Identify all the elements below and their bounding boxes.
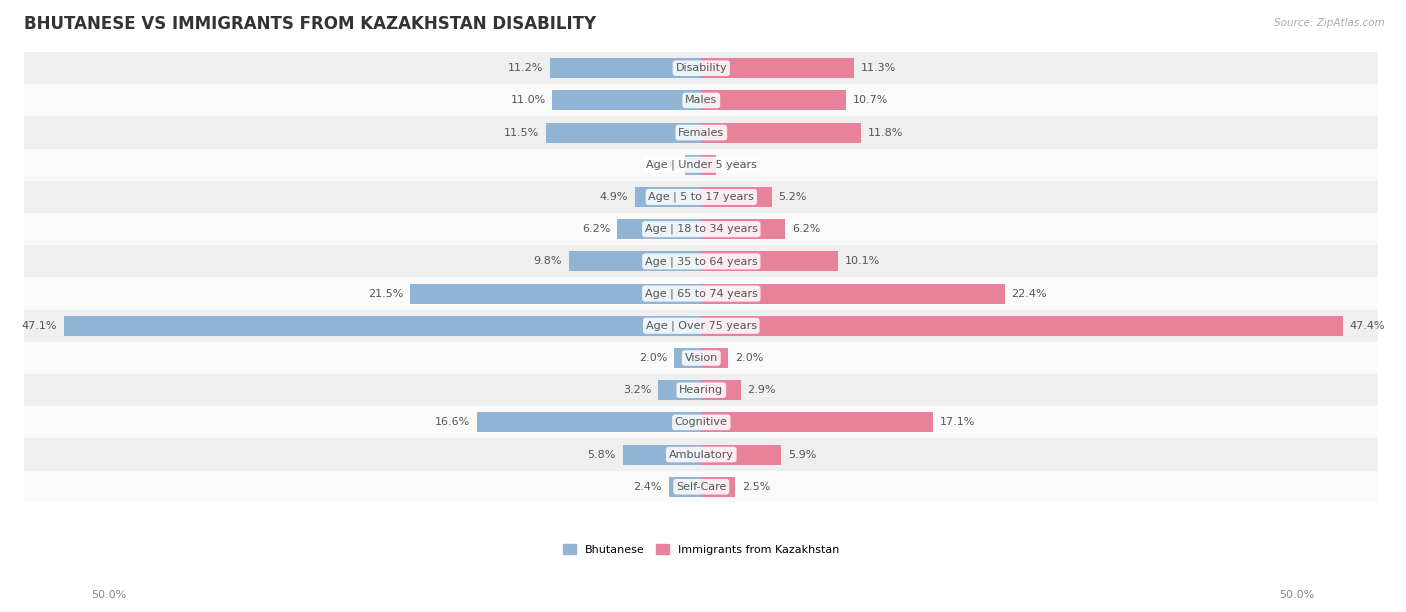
Bar <box>568 252 702 271</box>
Text: Age | Under 5 years: Age | Under 5 years <box>645 160 756 170</box>
Text: 3.2%: 3.2% <box>623 385 651 395</box>
Text: Disability: Disability <box>675 63 727 73</box>
Bar <box>702 444 782 465</box>
Bar <box>24 52 1378 84</box>
Bar <box>636 187 702 207</box>
Bar <box>24 342 1378 374</box>
Text: Age | 65 to 74 years: Age | 65 to 74 years <box>645 288 758 299</box>
Bar <box>24 374 1378 406</box>
Bar <box>24 213 1378 245</box>
Bar <box>702 316 1343 336</box>
Text: 50.0%: 50.0% <box>91 590 127 600</box>
Text: 2.9%: 2.9% <box>748 385 776 395</box>
Text: 2.0%: 2.0% <box>640 353 668 363</box>
Bar <box>685 155 702 175</box>
Bar <box>702 122 860 143</box>
Text: 5.9%: 5.9% <box>787 450 817 460</box>
Bar <box>411 283 702 304</box>
Bar <box>658 380 702 400</box>
Text: 10.7%: 10.7% <box>853 95 889 105</box>
Text: Source: ZipAtlas.com: Source: ZipAtlas.com <box>1274 18 1385 28</box>
Text: 11.3%: 11.3% <box>860 63 896 73</box>
Bar <box>24 438 1378 471</box>
Text: Cognitive: Cognitive <box>675 417 728 427</box>
Text: 10.1%: 10.1% <box>845 256 880 266</box>
Bar <box>24 471 1378 503</box>
Text: Age | 35 to 64 years: Age | 35 to 64 years <box>645 256 758 267</box>
Bar <box>702 58 855 78</box>
Text: Age | 18 to 34 years: Age | 18 to 34 years <box>645 224 758 234</box>
Text: Females: Females <box>678 127 724 138</box>
Text: 47.4%: 47.4% <box>1350 321 1385 330</box>
Text: 2.4%: 2.4% <box>634 482 662 492</box>
Text: Ambulatory: Ambulatory <box>669 450 734 460</box>
Bar <box>675 348 702 368</box>
Bar <box>702 283 1004 304</box>
Bar <box>24 310 1378 342</box>
Bar <box>623 444 702 465</box>
Bar <box>24 149 1378 181</box>
Text: Males: Males <box>685 95 717 105</box>
Text: 2.0%: 2.0% <box>735 353 763 363</box>
Text: Hearing: Hearing <box>679 385 723 395</box>
Text: 11.2%: 11.2% <box>508 63 543 73</box>
Text: 50.0%: 50.0% <box>1279 590 1315 600</box>
Bar <box>63 316 702 336</box>
Bar <box>553 91 702 110</box>
Bar <box>702 412 932 432</box>
Text: Self-Care: Self-Care <box>676 482 727 492</box>
Bar <box>24 406 1378 438</box>
Bar <box>617 219 702 239</box>
Text: 11.0%: 11.0% <box>510 95 546 105</box>
Bar <box>702 380 741 400</box>
Text: 47.1%: 47.1% <box>21 321 56 330</box>
Bar <box>702 219 785 239</box>
Legend: Bhutanese, Immigrants from Kazakhstan: Bhutanese, Immigrants from Kazakhstan <box>558 540 844 559</box>
Text: 11.5%: 11.5% <box>503 127 538 138</box>
Bar <box>669 477 702 497</box>
Text: 22.4%: 22.4% <box>1011 289 1047 299</box>
Bar <box>24 116 1378 149</box>
Bar <box>546 122 702 143</box>
Bar <box>24 181 1378 213</box>
Text: 21.5%: 21.5% <box>368 289 404 299</box>
Bar <box>702 477 735 497</box>
Bar <box>24 277 1378 310</box>
Text: 2.5%: 2.5% <box>742 482 770 492</box>
Bar <box>702 155 716 175</box>
Text: 9.8%: 9.8% <box>533 256 562 266</box>
Bar <box>702 252 838 271</box>
Bar <box>24 245 1378 277</box>
Text: 4.9%: 4.9% <box>600 192 628 202</box>
Text: Age | Over 75 years: Age | Over 75 years <box>645 321 756 331</box>
Bar <box>702 348 728 368</box>
Text: 5.2%: 5.2% <box>779 192 807 202</box>
Text: Age | 5 to 17 years: Age | 5 to 17 years <box>648 192 754 202</box>
Bar <box>550 58 702 78</box>
Text: 5.8%: 5.8% <box>588 450 616 460</box>
Text: 17.1%: 17.1% <box>939 417 974 427</box>
Bar <box>24 84 1378 116</box>
Text: BHUTANESE VS IMMIGRANTS FROM KAZAKHSTAN DISABILITY: BHUTANESE VS IMMIGRANTS FROM KAZAKHSTAN … <box>24 15 596 33</box>
Text: Vision: Vision <box>685 353 718 363</box>
Text: 16.6%: 16.6% <box>434 417 470 427</box>
Bar <box>477 412 702 432</box>
Text: 1.1%: 1.1% <box>723 160 751 170</box>
Bar <box>702 91 846 110</box>
Text: 1.2%: 1.2% <box>650 160 678 170</box>
Text: 6.2%: 6.2% <box>582 224 610 234</box>
Text: 6.2%: 6.2% <box>792 224 820 234</box>
Text: 11.8%: 11.8% <box>868 127 903 138</box>
Bar <box>702 187 772 207</box>
